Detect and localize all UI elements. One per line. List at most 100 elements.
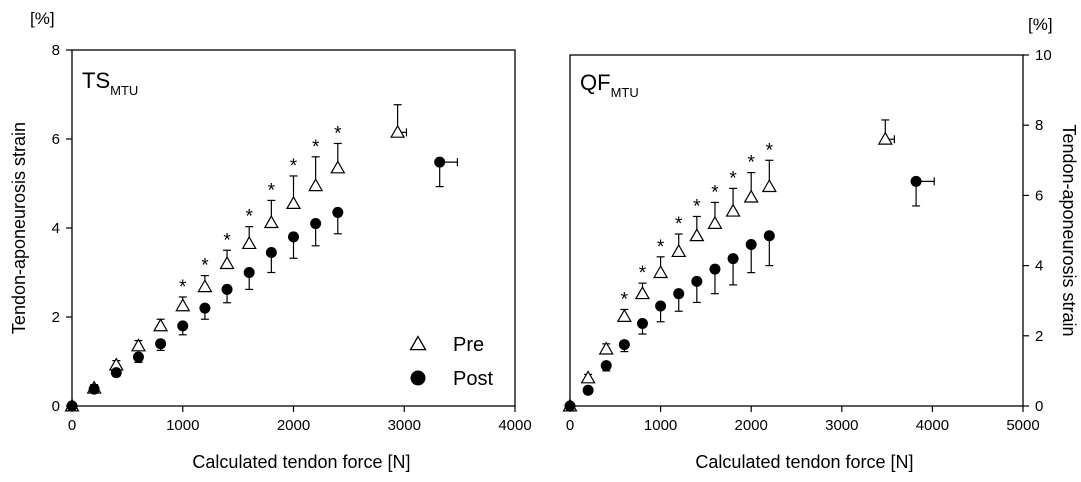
x-tick-label: 1000 [166,417,199,434]
y-tick-label: 6 [52,131,60,148]
pre-data-point [390,124,406,138]
significance-asterisk: * [657,237,665,258]
pre-data-point [634,285,651,300]
x-tick-label: 3000 [825,417,858,434]
plot-frame [569,54,1024,407]
post-data-point [199,302,211,314]
legend-post-label: Post [453,368,493,390]
pre-data-point [877,131,893,145]
significance-asterisk: * [639,263,647,284]
pre-data-point [743,189,759,203]
significance-asterisk: * [179,277,187,298]
pre-data-point [671,243,687,258]
panel-title: TSMTU [82,68,138,98]
x-axis-label: Calculated tendon force [N] [695,452,913,472]
pre-data-point [761,178,777,193]
significance-asterisk: * [766,140,774,161]
x-tick-label: 0 [566,417,574,434]
panel-title: QFMTU [580,70,639,100]
y-axis-label: Tendon-aponeurosis strain [9,122,29,334]
pre-data-point [580,370,596,384]
post-data-point [221,283,233,295]
pre-data-point [219,255,235,270]
post-data-point [910,175,922,187]
significance-asterisk: * [268,180,276,201]
post-data-point [177,320,189,332]
post-data-point [673,288,685,300]
post-data-point [66,400,78,412]
panel-title-main: TS [82,68,110,93]
y-tick-label: 0 [1035,398,1043,415]
y-axis-unit: [%] [1028,15,1053,34]
post-data-point [288,231,299,243]
post-data-point [265,246,277,258]
x-tick-label: 0 [68,417,76,434]
chart-panel-1: 0 1000 2000 3000 4000 0 2 4 6 8 Calculated tendon … [9,9,532,472]
post-data-point [691,275,703,287]
post-data-point [618,339,630,351]
chart-panel-2: 0 1000 2000 3000 4000 5000 0 2 4 6 8 10 Calculated t… [562,15,1079,472]
panel-title-main: QF [580,70,611,95]
pre-data-point [285,195,302,209]
y-tick-label: 8 [1035,117,1043,134]
x-tick-label: 1000 [644,417,677,434]
pre-data-point [153,318,169,332]
x-tick-label: 4000 [916,417,949,434]
x-tick-label: 4000 [498,417,531,434]
significance-asterisk: * [621,289,629,310]
y-tick-label: 8 [52,42,60,59]
y-axis-label: Tendon-aponeurosis strain [1059,124,1079,336]
pre-data-point [689,228,705,242]
legend-post-marker [410,370,426,386]
y-tick-label: 0 [52,398,60,415]
significance-asterisk: * [312,137,320,158]
pre-data-point [308,178,324,192]
pre-data-point [653,264,669,279]
post-data-point [763,230,775,242]
significance-asterisk: * [334,123,342,144]
panel-title-subscript: MTU [110,83,138,98]
pre-data-point [263,214,279,229]
post-data-point [434,156,446,168]
pre-data-point [330,160,346,174]
y-tick-label: 4 [1035,258,1043,275]
x-tick-label: 3000 [388,417,421,434]
y-tick-label: 2 [1035,328,1043,345]
pre-data-point [616,308,632,322]
significance-asterisk: * [711,182,719,203]
post-data-point [709,263,721,275]
post-data-point [110,367,122,379]
post-data-point [636,318,648,330]
post-data-point [332,206,344,218]
significance-asterisk: * [675,214,683,235]
x-tick-label: 2000 [277,417,310,434]
y-tick-label: 6 [1035,187,1043,204]
significance-asterisk: * [290,156,298,177]
post-data-point [655,300,667,312]
significance-asterisk: * [245,207,253,228]
post-data-point [582,384,594,396]
x-tick-label: 5000 [1006,417,1039,434]
pre-data-point [197,279,213,293]
x-axis-label: Calculated tendon force [N] [192,452,410,472]
pre-data-point [707,215,723,229]
pre-data-point [130,338,146,352]
post-data-point [727,253,739,265]
significance-asterisk: * [729,168,737,189]
y-tick-label: 4 [52,220,60,237]
post-data-point [132,351,144,363]
legend-pre-marker [409,335,427,351]
legend-pre-label: Pre [453,334,484,356]
pre-data-point [725,203,741,217]
significance-asterisk: * [223,230,231,251]
x-tick-label: 2000 [735,417,768,434]
significance-asterisk: * [693,196,701,217]
pre-data-point [175,298,191,312]
pre-data-point [598,341,614,355]
post-data-point [243,267,255,278]
post-data-point [745,239,757,251]
y-tick-label: 10 [1035,47,1052,64]
significance-asterisk: * [201,256,209,277]
y-tick-label: 2 [52,309,60,326]
